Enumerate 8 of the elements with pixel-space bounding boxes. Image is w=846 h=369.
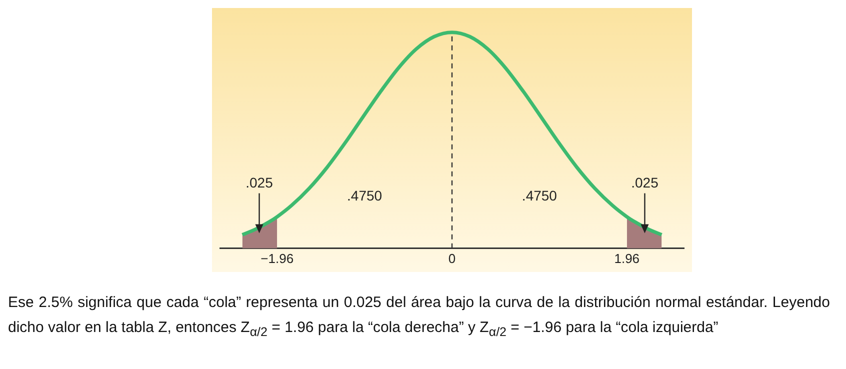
x-tick-label: 1.96 [614,250,640,266]
x-tick-label: 0 [448,250,456,266]
annotation: .4750 [522,187,558,204]
annotation: .025 [246,174,274,190]
text: Ese 2.5% significa que cada “cola” representa un 0.025 del área bajo la curva de la distribución normal estándar. Leyendo dicho valor en la tabla Z, entonces Z$_{α/2}$ = 1.96 para la “cola derecha” y Z$_{α/2}$ = −1.96 para la “cola izquierda” [8,293,830,341]
annotation: .4750 [347,187,382,204]
x-tick-label: −1.96 [260,250,294,266]
annotation: .025 [631,174,659,190]
